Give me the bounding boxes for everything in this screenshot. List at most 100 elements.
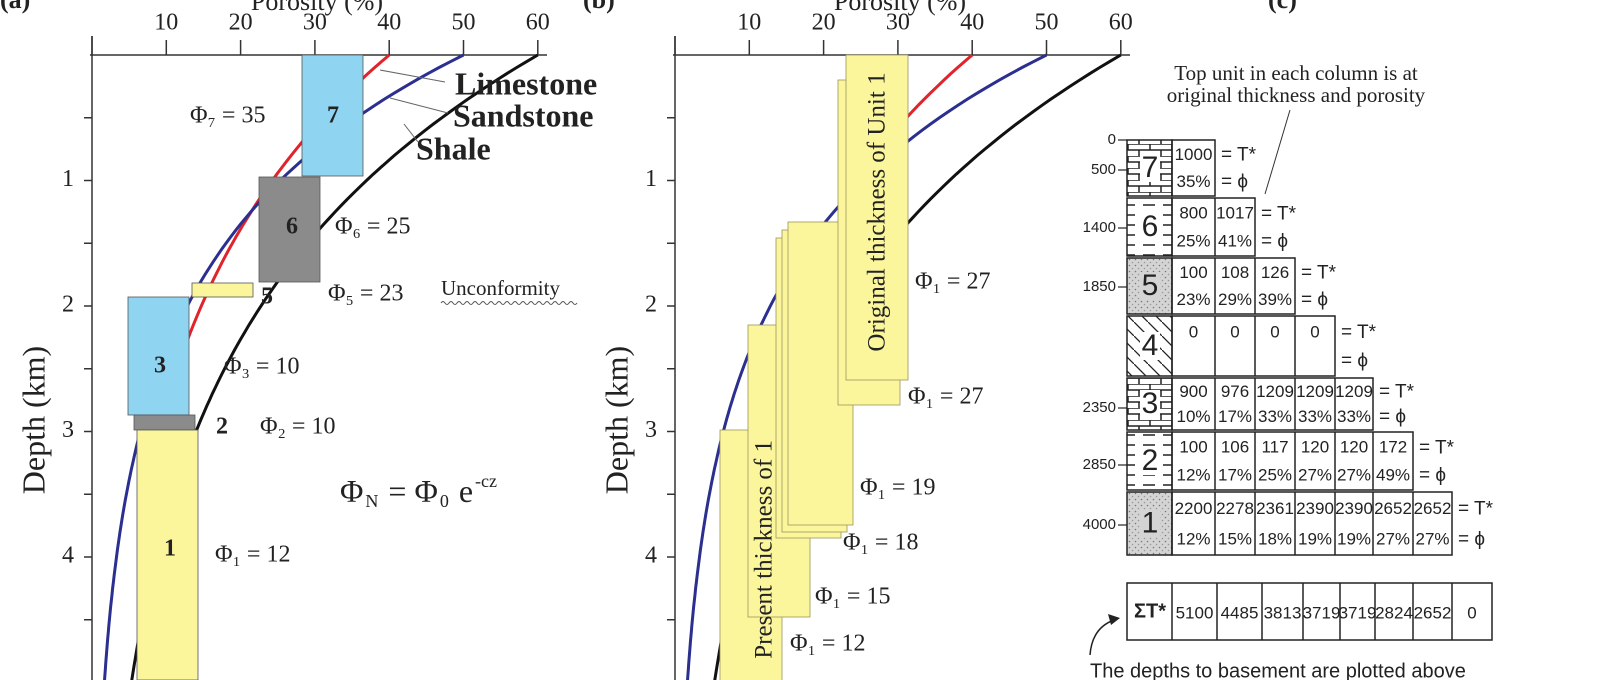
x-tick-label: 50 xyxy=(1035,10,1059,36)
y-tick-label: 4 xyxy=(645,543,657,569)
row-suffix: = ϕ xyxy=(1458,529,1485,550)
leader-line xyxy=(403,123,419,143)
formula-part: = Φ xyxy=(388,473,437,509)
porosity-value: 17% xyxy=(1218,407,1252,426)
porosity-value: 10% xyxy=(1176,407,1210,426)
leader-line xyxy=(379,69,446,83)
x-tick-label: 60 xyxy=(526,10,550,36)
thickness-value: 117 xyxy=(1261,438,1288,457)
unit-number: 2 xyxy=(216,414,228,440)
unit-number: 5 xyxy=(1142,269,1159,302)
depth-label: 4000 xyxy=(1083,516,1116,533)
porosity-value: 17% xyxy=(1218,466,1252,485)
y-axis-title: Depth (km) xyxy=(15,346,51,494)
unit-block xyxy=(258,176,321,283)
panel-label: (c) xyxy=(1268,0,1297,14)
row-suffix: = ϕ xyxy=(1301,290,1328,311)
caption: original thickness and porosity xyxy=(1167,83,1426,107)
table-row xyxy=(1171,257,1296,315)
curve-label: Sandstone xyxy=(453,97,594,133)
vertical-label: Present thickness of 1 xyxy=(751,440,778,659)
table-row xyxy=(1171,139,1216,197)
formula-part: 0 xyxy=(440,491,449,511)
thickness-value: 0 xyxy=(1230,322,1239,341)
thickness-value: 172 xyxy=(1379,438,1407,457)
porosity-value: 18% xyxy=(1258,529,1292,548)
sum-value: 3719 xyxy=(1339,603,1377,622)
thickness-value: 2652 xyxy=(1414,499,1452,518)
label-bg xyxy=(1140,509,1160,538)
thickness-value: 0 xyxy=(1270,322,1279,341)
porosity-value: 12% xyxy=(1176,529,1210,548)
depth-label: 500 xyxy=(1091,161,1116,178)
x-tick-label: 40 xyxy=(377,10,401,36)
depth-label: 2350 xyxy=(1083,399,1116,416)
sum-label: ΣT* xyxy=(1134,600,1166,622)
label-bg xyxy=(1140,390,1160,418)
porosity-value: 27% xyxy=(1415,529,1449,548)
footnote: The depths to basement are plotted above xyxy=(1090,660,1466,680)
porosity-label: Φ₁ = 18 xyxy=(843,530,918,556)
row-suffix: = T* xyxy=(1261,203,1297,224)
wavy-line xyxy=(440,301,578,305)
unit-number: 5 xyxy=(261,284,273,310)
row-suffix: = ϕ xyxy=(1221,172,1248,193)
x-tick-label: 30 xyxy=(886,10,910,36)
unit-block xyxy=(301,54,364,177)
label-bg xyxy=(1140,154,1160,182)
porosity-label: Φ₁ = 27 xyxy=(908,384,983,410)
row-suffix: = T* xyxy=(1458,499,1494,520)
porosity-value: 49% xyxy=(1376,466,1410,485)
formula-part: e xyxy=(459,473,473,509)
table-row xyxy=(1171,197,1256,257)
unit-number: 1 xyxy=(1142,506,1159,539)
depth-label: 0 xyxy=(1108,131,1116,148)
thickness-value: 1209 xyxy=(1335,382,1373,401)
leader-line xyxy=(389,97,449,114)
sum-value: 3719 xyxy=(1303,603,1341,622)
y-tick-label: 1 xyxy=(645,166,657,192)
x-tick-label: 10 xyxy=(154,10,178,36)
row-suffix: = T* xyxy=(1341,322,1377,343)
x-tick-label: 60 xyxy=(1109,10,1133,36)
porosity-label: Φ₁ = 19 xyxy=(860,475,935,501)
y-tick-label: 3 xyxy=(645,417,657,443)
unit-number: 3 xyxy=(154,353,166,379)
sum-value: 4485 xyxy=(1221,603,1259,622)
thickness-block xyxy=(845,54,909,381)
label-bg xyxy=(1140,272,1160,300)
unit-number: 3 xyxy=(1142,387,1159,420)
y-tick-label: 2 xyxy=(645,292,657,318)
thickness-value: 1209 xyxy=(1296,382,1334,401)
thickness-value: 2200 xyxy=(1175,499,1213,518)
label-bg xyxy=(1140,447,1160,475)
thickness-value: 800 xyxy=(1179,204,1207,223)
sum-value: 2824 xyxy=(1375,603,1413,622)
panel-label: (a) xyxy=(0,0,30,14)
curve-label: Limestone xyxy=(455,65,597,101)
thickness-value: 108 xyxy=(1221,263,1249,282)
porosity-value: 27% xyxy=(1337,466,1371,485)
arrow xyxy=(1089,619,1115,656)
y-tick-label: 3 xyxy=(62,417,74,443)
thickness-value: 900 xyxy=(1179,382,1207,401)
unit-number: 6 xyxy=(1142,210,1159,243)
row-suffix: = T* xyxy=(1301,263,1337,284)
unit-number: 7 xyxy=(1142,151,1159,184)
x-axis-title: Porosity (%) xyxy=(251,0,383,16)
thickness-value: 100 xyxy=(1179,263,1207,282)
formula-part: -cz xyxy=(475,471,497,491)
depth-label: 2850 xyxy=(1083,456,1116,473)
y-axis-title: Depth (km) xyxy=(598,346,634,494)
thickness-value: 0 xyxy=(1189,322,1198,341)
x-tick-label: 10 xyxy=(737,10,761,36)
thickness-value: 1017 xyxy=(1216,204,1254,223)
porosity-value: 39% xyxy=(1258,290,1292,309)
x-tick-label: 20 xyxy=(812,10,836,36)
panel-label: (b) xyxy=(583,0,615,14)
unit-number: 4 xyxy=(1142,329,1159,362)
porosity-label: Φ₁ = 12 xyxy=(790,631,865,657)
x-tick-label: 20 xyxy=(229,10,253,36)
vertical-label: Original thickness of Unit 1 xyxy=(864,72,891,351)
